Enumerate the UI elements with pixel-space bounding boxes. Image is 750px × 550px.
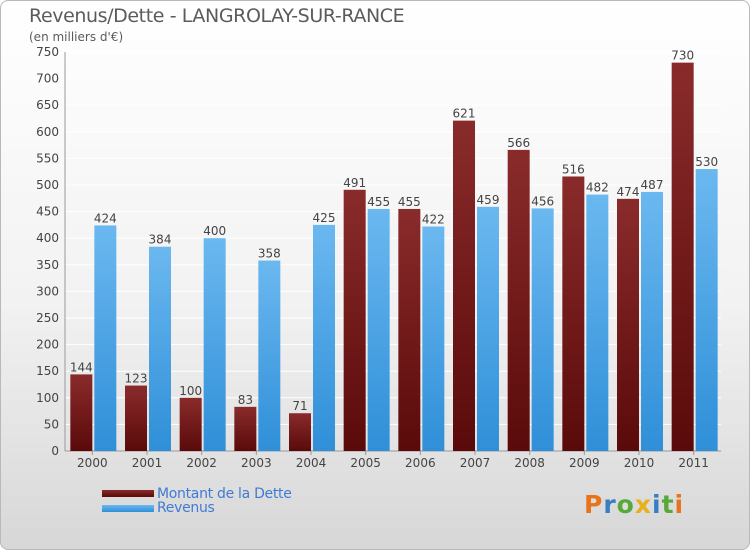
bar-dette <box>179 397 202 451</box>
data-label-revenus: 487 <box>641 178 664 192</box>
x-tick-label: 2004 <box>296 456 327 470</box>
bar-dette <box>234 406 257 451</box>
data-label-dette: 144 <box>70 360 93 374</box>
bar-revenus <box>203 238 226 451</box>
y-tick-label: 500 <box>36 178 59 192</box>
y-tick-label: 450 <box>36 205 59 219</box>
proxiti-logo: Proxiti <box>584 490 684 519</box>
logo-letter: x <box>634 490 652 519</box>
data-label-revenus: 456 <box>531 194 554 208</box>
data-label-revenus: 425 <box>313 211 336 225</box>
x-tick-label: 2007 <box>460 456 491 470</box>
chart-subtitle: (en milliers d'€) <box>29 30 124 44</box>
logo-letter: o <box>616 490 635 519</box>
data-label-revenus: 459 <box>477 193 500 207</box>
data-label-revenus: 530 <box>695 155 718 169</box>
bar-dette <box>343 189 366 451</box>
bar-dette <box>562 176 585 451</box>
y-tick-label: 750 <box>36 45 59 59</box>
data-label-dette: 455 <box>398 195 421 209</box>
bar-revenus <box>94 225 117 451</box>
logo-letter: P <box>584 490 604 519</box>
axes: 0 50 100 150 200 250 300 350 400 450 500 550 600 650 7… <box>36 45 721 470</box>
bar-revenus <box>586 194 609 452</box>
data-label-dette: 474 <box>617 185 640 199</box>
data-label-revenus: 422 <box>422 212 445 226</box>
data-label-revenus: 482 <box>586 181 609 195</box>
bar-dette <box>507 149 530 451</box>
grid-lines <box>65 51 721 452</box>
y-tick-label: 600 <box>36 125 59 139</box>
bars <box>70 62 718 452</box>
data-label-revenus: 400 <box>203 224 226 238</box>
legend-swatch-dette <box>102 490 154 497</box>
bar-dette <box>289 413 311 451</box>
data-label-revenus: 384 <box>149 233 172 247</box>
y-tick-label: 0 <box>51 444 59 458</box>
y-tick-label: 350 <box>36 258 59 272</box>
data-label-dette: 516 <box>562 162 585 176</box>
y-tick-label: 650 <box>36 98 59 112</box>
data-label-dette: 491 <box>343 176 366 190</box>
x-tick-label: 2011 <box>678 456 709 470</box>
logo-letter: i <box>674 490 685 519</box>
data-label-dette: 730 <box>671 49 694 63</box>
bar-revenus <box>422 226 445 451</box>
logo-letter: t <box>661 490 675 519</box>
y-tick-label: 300 <box>36 284 59 298</box>
x-tick-label: 2003 <box>241 456 272 470</box>
x-tick-label: 2006 <box>405 456 436 470</box>
logo-letter: r <box>603 490 617 519</box>
y-tick-label: 700 <box>36 72 59 86</box>
bar-revenus <box>477 206 499 451</box>
x-tick-label: 2001 <box>132 456 163 470</box>
y-tick-label: 50 <box>44 417 59 431</box>
bar-dette <box>398 208 421 451</box>
x-tick-label: 2009 <box>569 456 600 470</box>
y-tick-label: 400 <box>36 231 59 245</box>
x-tick-label: 2002 <box>186 456 217 470</box>
x-tick-label: 2005 <box>350 456 381 470</box>
y-tick-label: 100 <box>36 391 59 405</box>
bar-revenus <box>531 208 554 451</box>
data-label-dette: 566 <box>507 136 530 150</box>
data-label-revenus: 424 <box>94 211 117 225</box>
data-label-dette: 621 <box>453 107 476 121</box>
legend-label-dette: Montant de la Dette <box>157 486 292 502</box>
data-label-dette: 100 <box>179 384 202 398</box>
bar-revenus <box>149 246 171 451</box>
data-label-dette: 71 <box>292 399 307 413</box>
bar-dette <box>125 385 147 451</box>
y-tick-label: 150 <box>36 364 59 378</box>
data-label-revenus: 358 <box>258 247 281 261</box>
data-label-dette: 83 <box>238 393 253 407</box>
bar-revenus <box>641 191 663 451</box>
y-tick-label: 550 <box>36 151 59 165</box>
data-label-revenus: 455 <box>367 195 390 209</box>
bar-dette <box>617 198 639 451</box>
x-tick-label: 2000 <box>77 456 108 470</box>
data-label-dette: 123 <box>125 372 148 386</box>
y-tick-label: 250 <box>36 311 59 325</box>
bar-revenus <box>258 260 281 451</box>
bar-revenus <box>695 169 718 452</box>
chart-title: Revenus/Dette - LANGROLAY-SUR-RANCE <box>29 5 405 27</box>
x-tick-label: 2008 <box>514 456 545 470</box>
legend-swatch-revenus <box>102 505 154 512</box>
x-tick-label: 2010 <box>624 456 655 470</box>
bar-revenus <box>313 224 335 451</box>
y-tick-label: 200 <box>36 338 59 352</box>
bar-dette <box>453 120 475 452</box>
bar-dette <box>70 374 93 451</box>
logo-letter: i <box>652 490 662 519</box>
bar-revenus <box>367 208 390 451</box>
legend-label-revenus: Revenus <box>157 500 215 516</box>
bar-dette <box>671 62 694 451</box>
